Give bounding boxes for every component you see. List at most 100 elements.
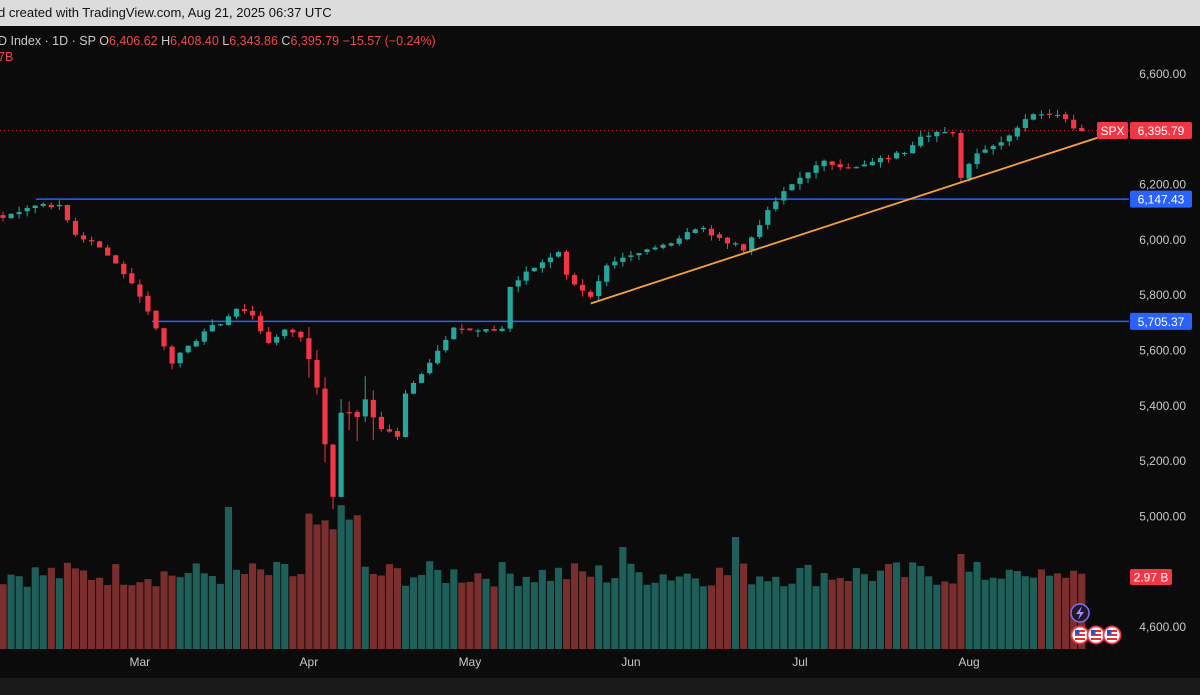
candle-body [386,429,392,432]
y-tick-label: 6,600.00 [1139,67,1186,81]
candle-body [64,205,70,221]
legend-high: 6,408.40 [170,34,219,48]
candle-body [217,324,223,326]
volume-bar [265,575,273,649]
volume-bar [852,568,860,649]
volume-bar [1029,577,1037,649]
candle-body [8,213,14,219]
candle-body [676,238,682,244]
volume-bar [7,574,15,649]
volume-bar [289,576,297,649]
candle-body [966,163,972,179]
volume-bar [603,582,611,649]
volume-bar [63,562,71,649]
legend-change: −15.57 (−0.24%) [342,34,436,48]
candle-body [419,374,425,383]
volume-bar [595,565,603,649]
price-tag-label: 5,705.37 [1138,315,1185,329]
candle-body [652,247,658,250]
volume-bar [764,581,772,649]
candle-body [620,257,626,262]
candle-body [56,205,62,207]
x-tick-label: Aug [958,655,979,669]
candle-body [1022,119,1028,128]
candle-body [765,210,771,225]
candle-body [362,399,368,417]
candle-body [1079,127,1085,132]
volume-bar [136,582,144,649]
us-flag-canton [1075,630,1080,635]
candle-body [781,191,787,201]
candle-body [805,172,811,179]
volume-bar [418,574,426,649]
volume-bar [820,573,828,649]
candle-body [266,331,272,343]
candle-body [209,325,215,332]
candle-body [918,136,924,146]
us-flag-stripe [1107,630,1117,632]
candle-body [773,201,779,210]
candle-body [451,327,457,340]
volume-bar [385,564,393,649]
candle-body [926,135,932,137]
candle-body [177,352,183,364]
volume-bar [1054,573,1062,649]
volume-bar [498,562,506,649]
candle-body [80,235,87,240]
candle-body [507,286,513,329]
volume-bar [224,507,232,649]
volume-bar [216,583,224,649]
volume-bar [611,578,619,649]
volume-bar [31,567,39,649]
volume-bar [917,566,925,649]
candle-body [1006,135,1012,142]
candle-body [314,360,320,388]
volume-bar [1021,576,1029,649]
us-flag-stripe [1075,638,1085,640]
candle-body [942,132,948,134]
volume-bar [168,575,176,649]
volume-bar [232,569,240,649]
candle-body [885,158,892,160]
volume-bar [868,581,876,649]
candle-body [1038,114,1045,116]
volume-bar [23,586,31,649]
candle-body [459,328,465,330]
volume-bar [949,583,957,649]
volume-bar [587,576,595,649]
volume-bar [466,581,474,649]
candle-body [684,232,690,240]
volume-bar [804,564,812,649]
candle-body [193,341,199,347]
volume-bar [691,578,699,649]
volume-bar [957,554,965,649]
volume-bar [305,513,313,649]
candle-body [298,331,304,338]
candle-body [322,388,328,445]
candle-body [700,227,706,230]
volume-bar [249,563,257,649]
candle-body [692,229,698,233]
volume-bar [732,537,740,649]
candle-body [523,271,529,281]
volume-bar [885,563,893,649]
volume-bar [836,578,844,649]
us-flag-stripe [1075,634,1085,636]
volume-bar [47,567,55,649]
volume-bar [901,577,909,649]
candle-body [668,243,674,246]
candle-body [636,253,642,256]
bottom-bar [0,678,1200,695]
volume-bar [844,581,852,649]
candle-body [515,280,521,287]
volume-bar [965,571,973,649]
volume-bar [402,585,410,649]
x-tick-label: Jul [792,655,807,669]
candle-body [1014,127,1020,137]
volume-bar [369,573,377,649]
volume-bar [571,563,579,649]
ohlc-legend: D Index · 1D · SP O6,406.62 H6,408.40 L6… [0,34,436,48]
candle-body [821,160,827,167]
volume-bar [514,586,522,649]
